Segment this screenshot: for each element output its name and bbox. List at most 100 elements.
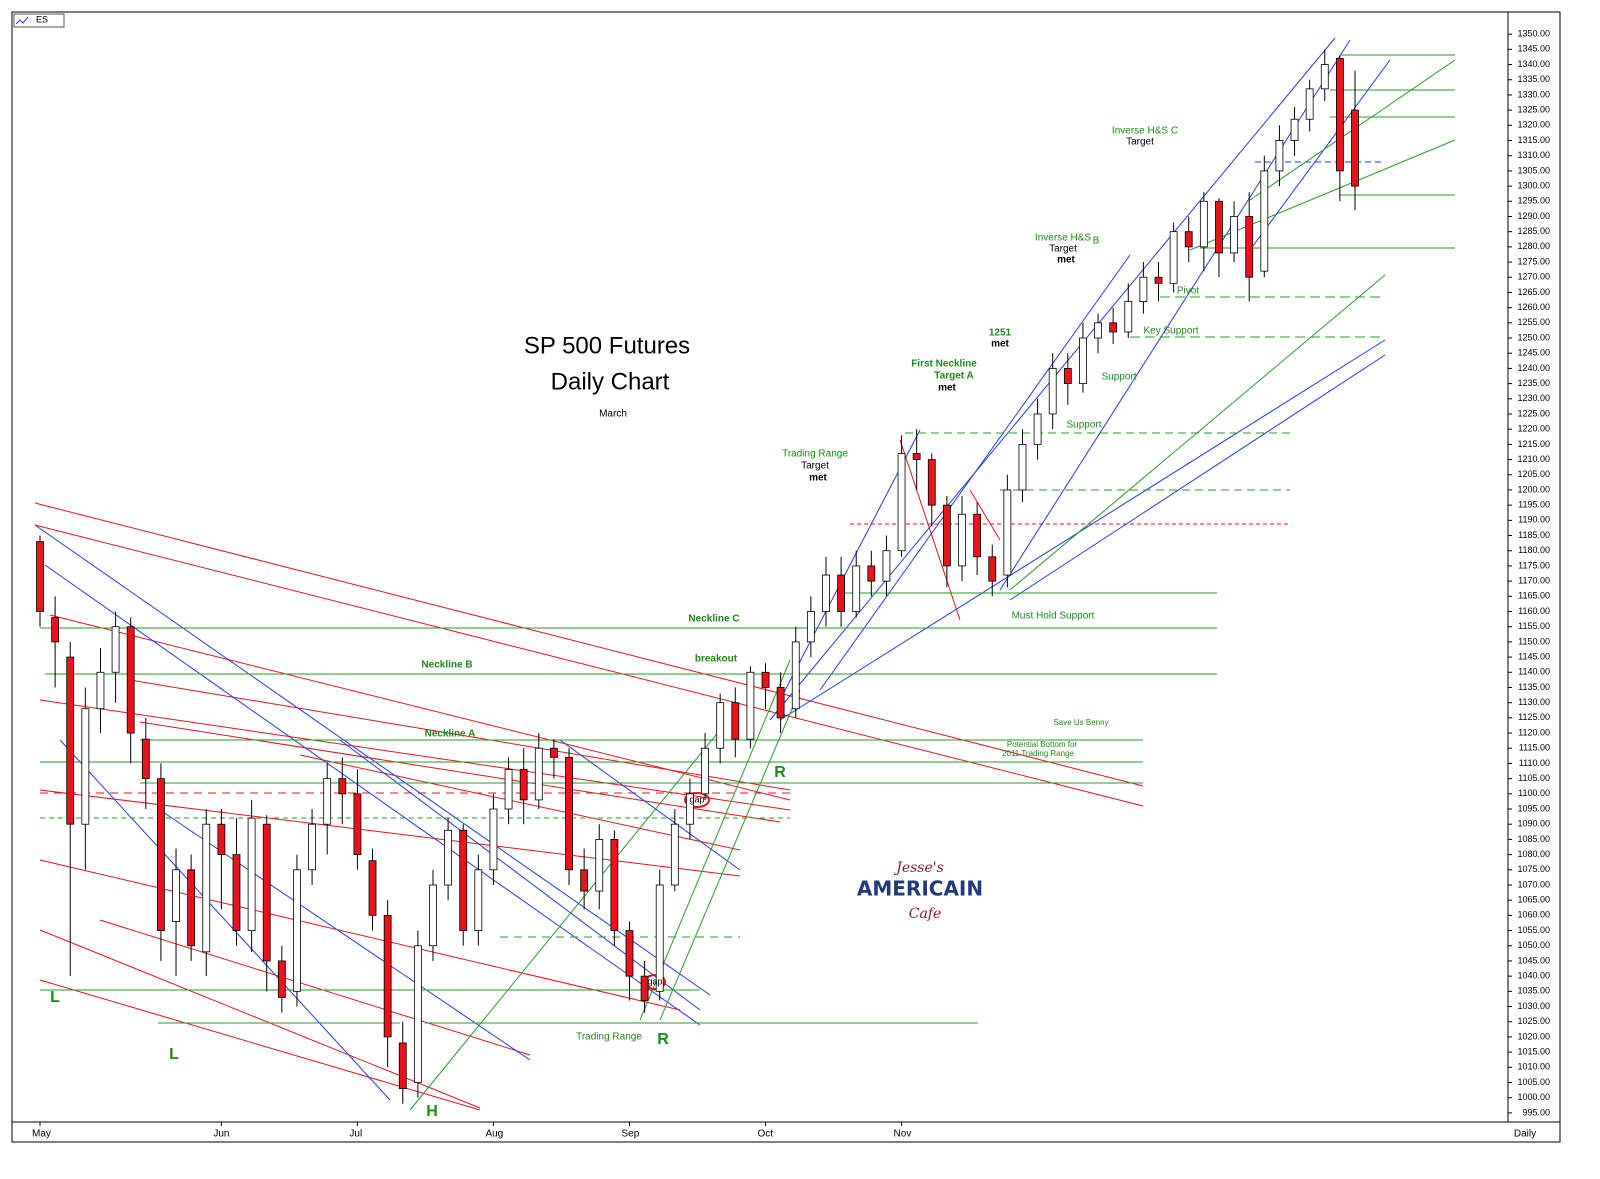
candle-body <box>429 884 437 947</box>
candle-body <box>1018 443 1027 491</box>
red-trendlines <box>34 439 1290 1111</box>
candle-body <box>504 769 513 810</box>
candle-body <box>565 756 573 871</box>
y-tick-label: 1260.00 <box>1517 302 1550 312</box>
candle-body <box>1139 276 1148 302</box>
candle-body <box>806 611 815 643</box>
y-tick-label: 1050.00 <box>1517 940 1550 950</box>
annotation: Neckline A <box>425 729 476 740</box>
y-tick-label: 1170.00 <box>1518 575 1550 585</box>
x-tick-label: May <box>32 1129 51 1140</box>
candle-body <box>187 869 196 947</box>
candle-body <box>973 513 982 558</box>
candle-body <box>368 860 377 916</box>
y-tick-label: 1320.00 <box>1517 120 1550 130</box>
candle-body <box>912 453 921 460</box>
period: Daily <box>1514 1129 1536 1140</box>
y-tick-label: 1055.00 <box>1517 925 1550 935</box>
candle-body <box>686 793 694 825</box>
candle-body <box>1351 109 1359 187</box>
y-tick-label: 1265.00 <box>1517 287 1550 297</box>
y-tick-label: 995.00 <box>1522 1107 1550 1117</box>
candle-body <box>958 513 966 567</box>
candle-body <box>81 708 90 825</box>
y-tick-label: 1140.00 <box>1518 667 1550 677</box>
y-tick-label: 1235.00 <box>1517 378 1550 388</box>
annotation: Jesse's <box>893 860 944 876</box>
candle-body <box>655 884 664 992</box>
candle-body <box>262 823 271 962</box>
candle-body <box>383 914 392 1038</box>
candle-body <box>489 808 498 871</box>
candle-body <box>444 829 453 886</box>
candle-body <box>141 738 150 780</box>
candle-body <box>247 817 256 931</box>
candle-body <box>96 671 105 710</box>
candle-body <box>746 671 755 740</box>
y-tick-label: 1165.00 <box>1518 591 1550 601</box>
annotation: Must Hold Support <box>1012 611 1095 622</box>
annotation: met <box>991 339 1009 350</box>
y-tick-label: 1085.00 <box>1517 834 1550 844</box>
y-tick-label: 1080.00 <box>1517 849 1550 859</box>
y-tick-label: 1200.00 <box>1517 484 1550 494</box>
y-tick-label: 1185.00 <box>1518 530 1550 540</box>
y-tick-label: 1120.00 <box>1518 727 1550 737</box>
candle-body <box>776 687 785 719</box>
y-tick-label: 1115.00 <box>1519 743 1550 753</box>
candle-body <box>293 869 301 992</box>
candle-body <box>1290 118 1299 141</box>
annotation: First Neckline <box>911 359 977 370</box>
y-tick-label: 1335.00 <box>1517 74 1550 84</box>
candle-body <box>595 839 604 892</box>
y-tick-label: 1105.00 <box>1518 773 1550 783</box>
candle-body <box>1320 64 1329 90</box>
green-levels <box>40 54 1456 1111</box>
annotation: Target <box>1049 244 1077 255</box>
candle-body <box>1109 322 1118 333</box>
candle-body <box>51 617 60 643</box>
x-tick-label: Jun <box>213 1129 229 1140</box>
annotation: R <box>657 1031 669 1048</box>
annotation: AMERICAIN <box>857 877 983 901</box>
candle-body <box>640 975 649 1001</box>
y-tick-label: 1150.00 <box>1518 636 1550 646</box>
annotation: Trading Range <box>576 1032 642 1043</box>
time-axis <box>11 1121 1561 1143</box>
candle-body <box>1063 368 1072 385</box>
candle-body <box>277 960 286 998</box>
candle-body <box>867 565 876 582</box>
candle-body <box>1260 170 1269 272</box>
y-tick-label: 1345.00 <box>1517 44 1550 54</box>
y-tick-label: 1325.00 <box>1517 104 1550 114</box>
candle-body <box>217 823 226 855</box>
candle-body <box>202 823 211 953</box>
y-tick-label: 1005.00 <box>1517 1077 1550 1087</box>
annotation: met <box>809 473 827 484</box>
annotation: March <box>599 409 627 420</box>
candle-body <box>701 747 709 795</box>
candle-body <box>1305 88 1314 120</box>
y-tick-label: 1310.00 <box>1517 150 1550 160</box>
plot-frame <box>11 11 1509 1123</box>
y-tick-label: 1215.00 <box>1517 439 1550 449</box>
annotation: H <box>426 1103 438 1120</box>
y-tick-label: 1275.00 <box>1517 256 1550 266</box>
y-tick-label: 1060.00 <box>1517 910 1550 920</box>
y-tick-label: 1040.00 <box>1517 971 1550 981</box>
candle-body <box>308 823 316 871</box>
candle-body <box>353 793 362 855</box>
annotation: Trading Range <box>782 449 848 460</box>
annotation: Key Support <box>1143 326 1198 337</box>
y-tick-label: 1280.00 <box>1517 241 1550 251</box>
x-tick-label: Jul <box>349 1129 362 1140</box>
y-tick-label: 1125.00 <box>1518 712 1550 722</box>
y-tick-label: 1070.00 <box>1517 879 1550 889</box>
candle-body <box>731 702 740 740</box>
y-tick-label: 1250.00 <box>1517 332 1550 342</box>
candle-body <box>1124 301 1133 333</box>
y-tick-label: 1300.00 <box>1517 180 1550 190</box>
y-tick-label: 1160.00 <box>1518 606 1550 616</box>
y-tick-label: 1090.00 <box>1517 819 1550 829</box>
annotation: 1251 <box>989 328 1012 339</box>
